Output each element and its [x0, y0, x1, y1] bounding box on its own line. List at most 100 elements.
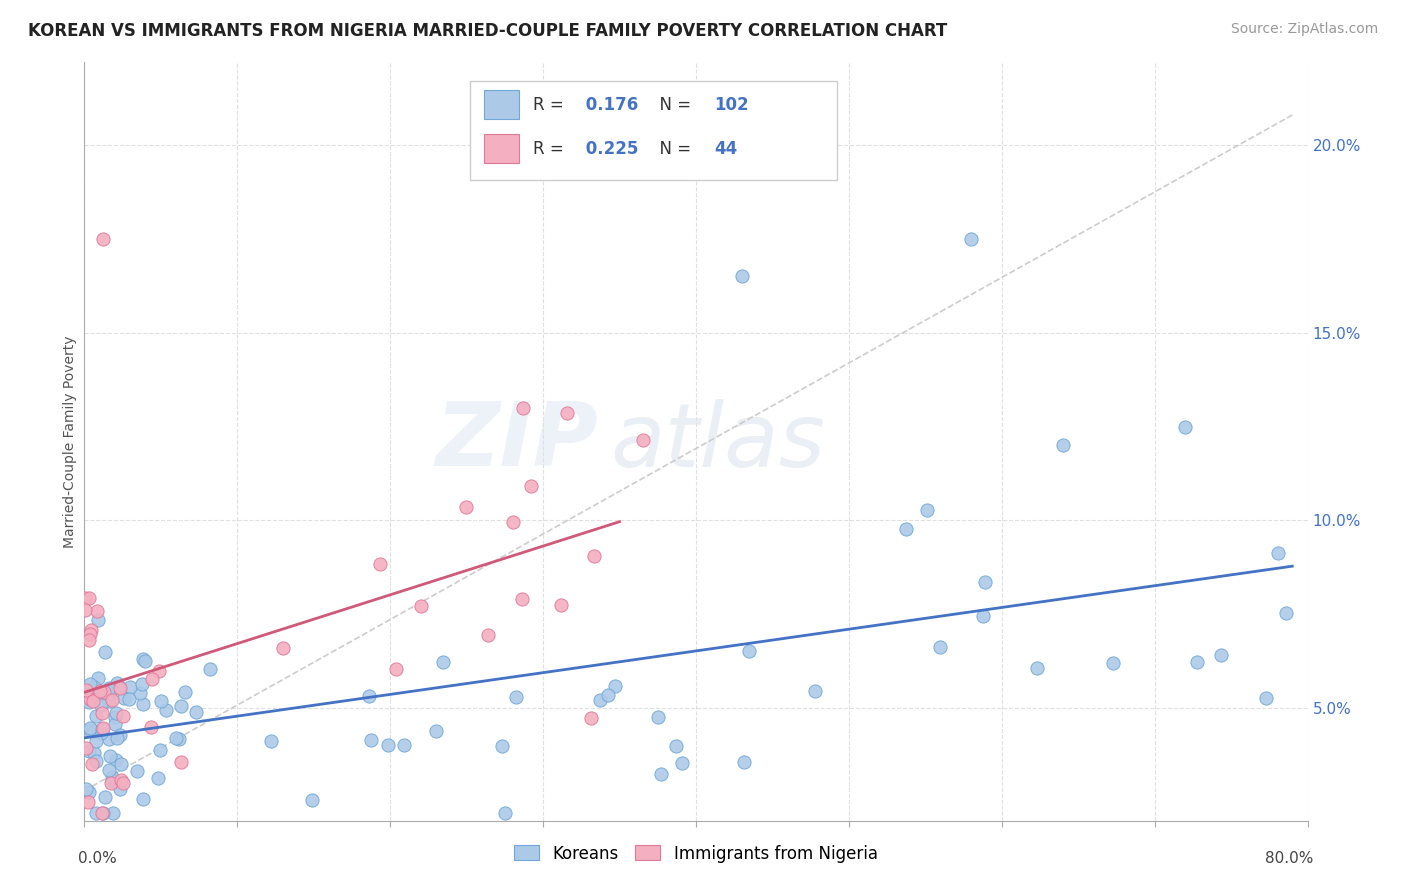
Point	[93, 721, 115, 735]
Point	[127, 764, 149, 779]
Point	[79, 721, 101, 735]
Point	[94, 789, 117, 804]
Point	[110, 756, 132, 771]
Point	[491, 739, 513, 753]
Point	[598, 688, 620, 702]
Point	[738, 644, 761, 658]
Point	[184, 706, 207, 720]
Point	[411, 599, 433, 613]
Point	[1185, 656, 1208, 670]
Point	[117, 691, 139, 706]
Point	[98, 731, 121, 746]
Point	[104, 710, 127, 724]
FancyBboxPatch shape	[470, 81, 837, 180]
Point	[98, 686, 121, 700]
Text: KOREAN VS IMMIGRANTS FROM NIGERIA MARRIED-COUPLE FAMILY POVERTY CORRELATION CHAR: KOREAN VS IMMIGRANTS FROM NIGERIA MARRIE…	[28, 22, 948, 40]
Point	[91, 806, 114, 821]
Point	[384, 662, 406, 676]
Point	[91, 806, 114, 821]
Text: ZIP: ZIP	[436, 398, 598, 485]
Point	[555, 406, 578, 420]
Point	[91, 722, 114, 736]
Point	[90, 725, 112, 739]
Point	[149, 743, 172, 757]
Point	[77, 591, 100, 605]
Point	[929, 640, 952, 654]
Point	[1211, 648, 1233, 663]
Point	[896, 522, 918, 536]
Point	[107, 680, 129, 694]
Point	[973, 574, 995, 589]
Point	[647, 710, 669, 724]
Point	[110, 772, 132, 787]
Point	[112, 708, 135, 723]
Point	[1274, 607, 1296, 621]
Point	[173, 685, 195, 699]
Point	[170, 698, 193, 713]
Point	[79, 723, 101, 737]
Point	[75, 682, 97, 697]
Point	[105, 706, 128, 720]
Point	[94, 645, 117, 659]
Point	[79, 691, 101, 706]
Point	[1102, 656, 1125, 670]
Text: 0.176: 0.176	[579, 96, 638, 114]
Point	[108, 681, 131, 695]
Point	[132, 652, 155, 666]
Point	[131, 792, 153, 806]
Text: N =: N =	[650, 96, 697, 114]
Point	[104, 773, 127, 788]
Point	[505, 690, 527, 705]
Point	[105, 731, 128, 745]
Point	[75, 685, 97, 699]
Point	[90, 698, 112, 713]
Point	[1256, 691, 1278, 706]
Point	[131, 677, 153, 691]
Point	[731, 269, 754, 284]
Point	[84, 806, 107, 821]
Point	[108, 782, 131, 797]
Point	[502, 516, 524, 530]
Point	[733, 756, 755, 770]
Point	[150, 694, 173, 708]
Point	[101, 693, 124, 707]
Point	[665, 739, 688, 753]
Point	[96, 691, 118, 706]
Point	[425, 723, 447, 738]
Point	[73, 603, 96, 617]
Point	[83, 680, 105, 694]
Point	[108, 728, 131, 742]
Point	[82, 693, 104, 707]
Point	[91, 706, 114, 720]
Point	[550, 598, 572, 612]
Point	[510, 591, 533, 606]
Text: Source: ZipAtlas.com: Source: ZipAtlas.com	[1230, 22, 1378, 37]
FancyBboxPatch shape	[484, 90, 519, 120]
Point	[579, 711, 602, 725]
Point	[77, 632, 100, 647]
Point	[86, 604, 108, 618]
Point	[120, 680, 142, 694]
Text: 44: 44	[714, 140, 738, 158]
Point	[360, 733, 382, 747]
Point	[83, 747, 105, 761]
Text: 102: 102	[714, 96, 749, 114]
Point	[1174, 419, 1197, 434]
Point	[960, 232, 983, 246]
Point	[84, 734, 107, 748]
Point	[650, 766, 672, 780]
Point	[377, 738, 399, 752]
Point	[148, 664, 170, 678]
Point	[77, 785, 100, 799]
Text: atlas: atlas	[610, 399, 825, 484]
Point	[477, 628, 499, 642]
Point	[75, 591, 97, 605]
Text: R =: R =	[533, 140, 564, 158]
Point	[83, 687, 105, 701]
Y-axis label: Married-Couple Family Poverty: Married-Couple Family Poverty	[63, 335, 77, 548]
Point	[589, 693, 612, 707]
Text: 80.0%: 80.0%	[1265, 851, 1313, 866]
Point	[512, 401, 534, 415]
Point	[804, 683, 827, 698]
Point	[357, 689, 380, 703]
